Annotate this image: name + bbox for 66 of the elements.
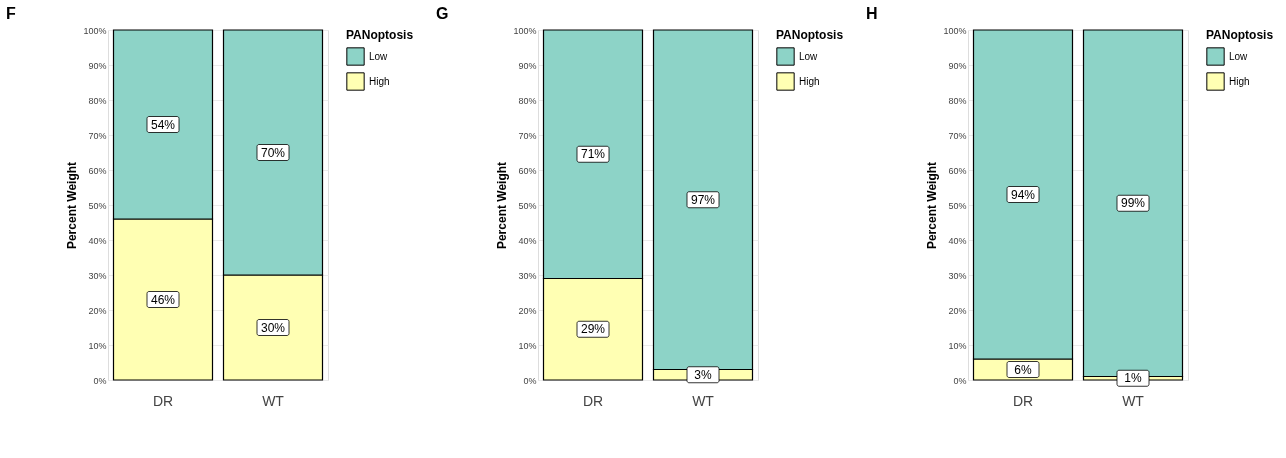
y-tick-label: 100% — [943, 25, 967, 36]
y-tick-label: 40% — [88, 235, 107, 246]
data-label: 71% — [580, 147, 606, 162]
y-tick-label: 90% — [518, 60, 537, 71]
legend-label: High — [1229, 75, 1250, 87]
data-label: 99% — [1120, 196, 1146, 211]
chart-title: H — [865, 5, 878, 22]
data-label: 1% — [1124, 371, 1142, 386]
x-tick-label: DR — [1012, 392, 1034, 409]
y-tick-label: 60% — [518, 165, 537, 176]
y-tick-label: 80% — [518, 95, 537, 106]
legend-label: Low — [369, 50, 389, 62]
y-tick-label: 90% — [948, 60, 967, 71]
y-tick-label: 0% — [953, 375, 967, 386]
y-axis-title: Percent Weight — [925, 161, 940, 250]
x-tick-label: WT — [262, 392, 285, 409]
legend-label: Low — [799, 50, 819, 62]
y-tick-label: 80% — [88, 95, 107, 106]
y-tick-label: 100% — [513, 25, 537, 36]
y-tick-label: 70% — [518, 130, 537, 141]
x-tick-label: DR — [582, 392, 604, 409]
legend-title: PANoptosis — [1206, 28, 1274, 42]
y-tick-label: 80% — [948, 95, 967, 106]
chart-title: G — [435, 5, 449, 22]
y-tick-label: 20% — [518, 305, 537, 316]
data-label: 54% — [150, 117, 176, 132]
y-axis-title: Percent Weight — [495, 161, 510, 250]
legend-label: High — [369, 75, 390, 87]
y-tick-label: 70% — [88, 130, 107, 141]
data-label: 97% — [690, 192, 716, 207]
legend-title: PANoptosis — [776, 28, 844, 42]
x-tick-label: WT — [1122, 392, 1145, 409]
y-tick-label: 0% — [523, 375, 537, 386]
data-label: 94% — [1010, 187, 1036, 202]
y-axis-title: Percent Weight — [65, 161, 80, 250]
y-tick-label: 30% — [88, 270, 107, 281]
y-tick-label: 20% — [948, 305, 967, 316]
data-label: 30% — [260, 320, 286, 335]
y-tick-label: 70% — [948, 130, 967, 141]
x-tick-label: DR — [152, 392, 174, 409]
data-label: 70% — [260, 145, 286, 160]
y-tick-label: 0% — [93, 375, 107, 386]
y-tick-label: 50% — [88, 200, 107, 211]
legend-title: PANoptosis — [346, 28, 414, 42]
data-label: 3% — [694, 367, 712, 382]
y-tick-label: 40% — [948, 235, 967, 246]
data-label: 6% — [1014, 362, 1032, 377]
y-tick-label: 30% — [948, 270, 967, 281]
chart-title: F — [5, 5, 16, 22]
y-tick-label: 40% — [518, 235, 537, 246]
legend-label: Low — [1229, 50, 1249, 62]
data-label: 46% — [150, 292, 176, 307]
x-tick-label: WT — [692, 392, 715, 409]
y-tick-label: 50% — [948, 200, 967, 211]
y-tick-label: 10% — [88, 340, 107, 351]
data-label: 29% — [580, 322, 606, 337]
y-tick-label: 10% — [948, 340, 967, 351]
legend-label: High — [799, 75, 820, 87]
y-tick-label: 30% — [518, 270, 537, 281]
y-tick-label: 60% — [948, 165, 967, 176]
y-tick-label: 50% — [518, 200, 537, 211]
y-tick-label: 60% — [88, 165, 107, 176]
y-tick-label: 100% — [83, 25, 107, 36]
y-tick-label: 90% — [88, 60, 107, 71]
y-tick-label: 10% — [518, 340, 537, 351]
y-tick-label: 20% — [88, 305, 107, 316]
